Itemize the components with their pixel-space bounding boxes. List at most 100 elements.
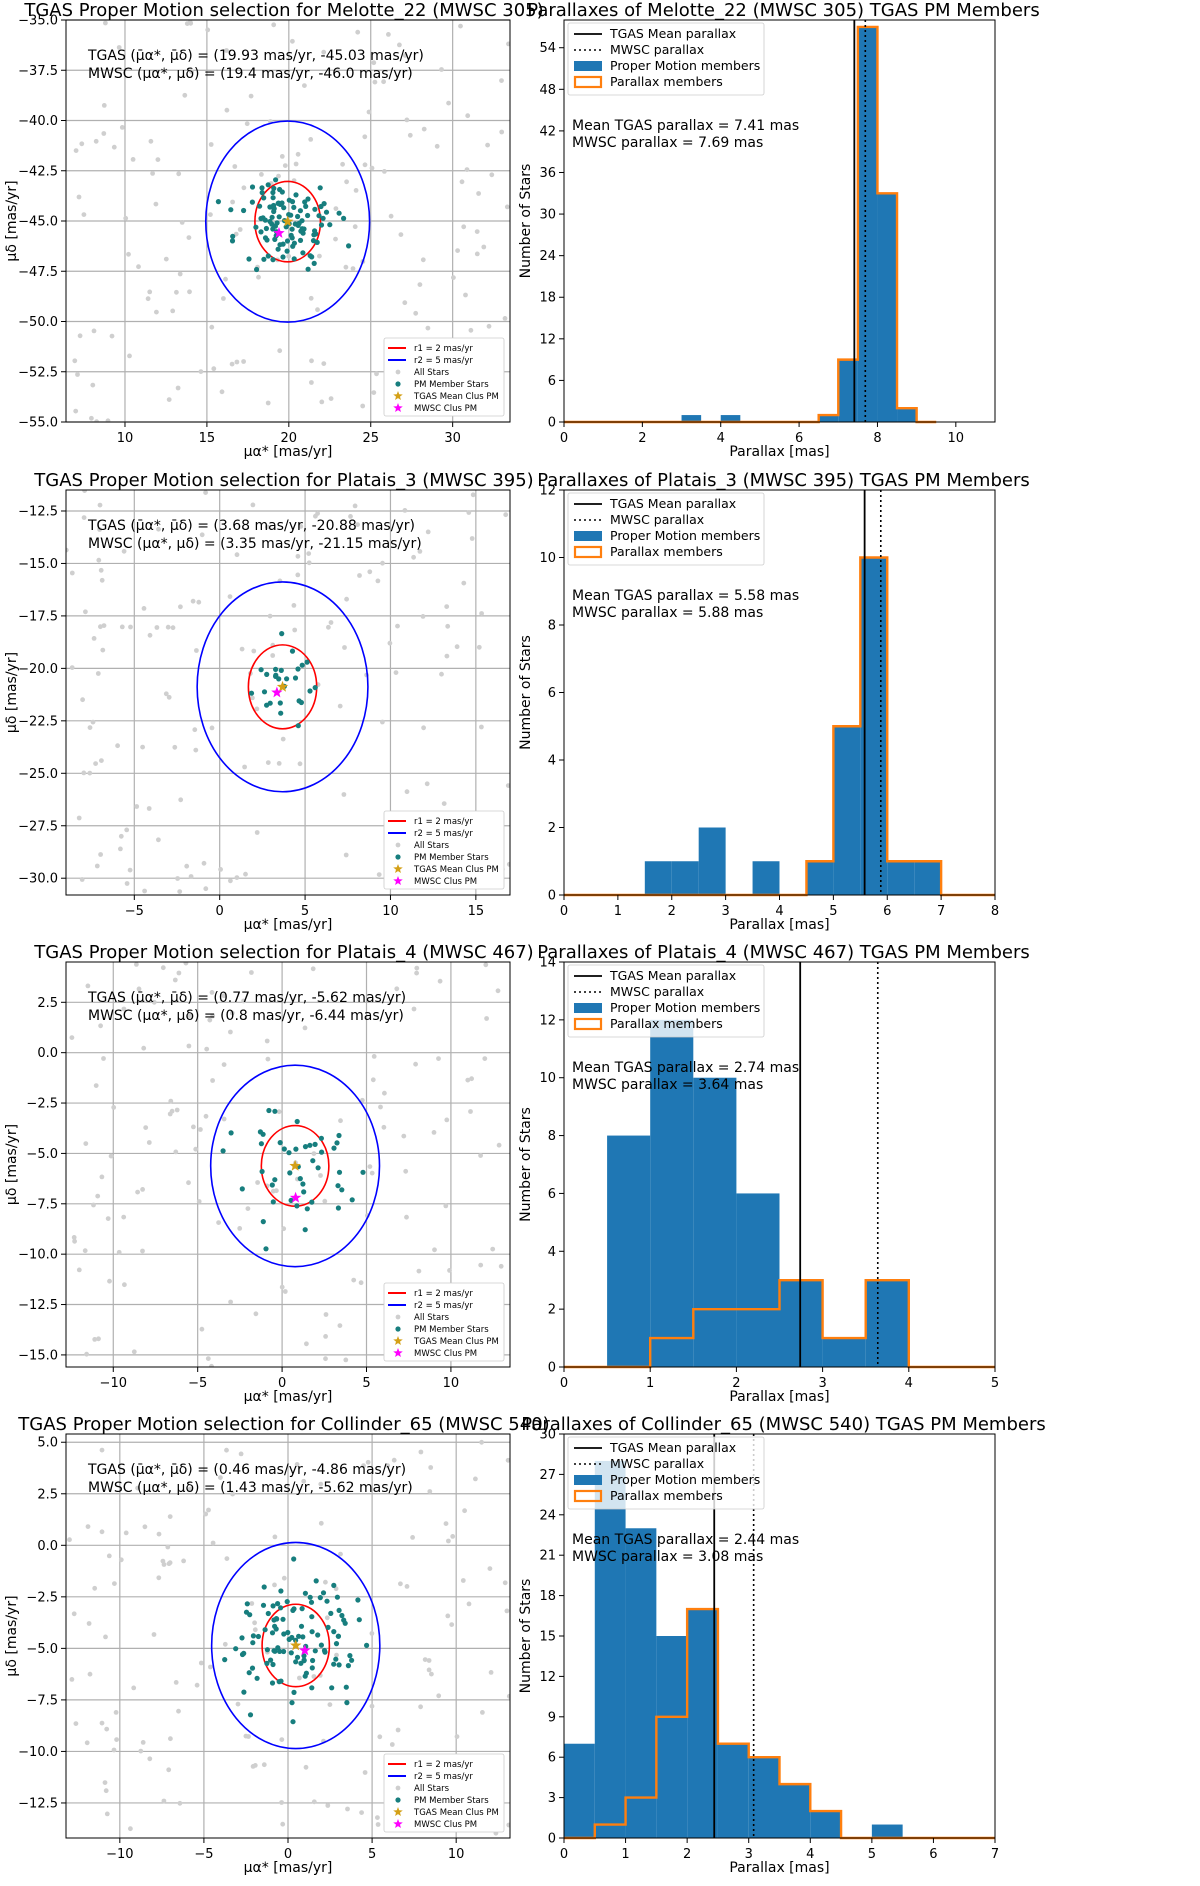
field-star-point: [367, 569, 373, 575]
field-star-point: [369, 165, 375, 171]
legend-label: All Stars: [414, 1784, 450, 1794]
pm-member-point: [309, 1665, 315, 1671]
field-star-point: [112, 1581, 117, 1586]
field-star-point: [206, 1507, 211, 1513]
field-star-point: [151, 999, 157, 1005]
pm-member-point: [300, 250, 306, 256]
legend: r1 = 2 mas/yr r2 = 5 mas/yr All Stars PM Me…: [383, 337, 505, 417]
y-tick-label: 8: [548, 619, 556, 634]
legend-label: Proper Motion members: [610, 1000, 760, 1015]
field-star-point: [146, 806, 152, 811]
field-star-point: [130, 157, 136, 162]
pm-member-point: [249, 1665, 256, 1671]
x-tick-label: 4: [717, 431, 725, 446]
legend-plx-swatch: [573, 1489, 603, 1503]
field-star-point: [193, 747, 199, 753]
legend-member-swatch: [395, 1797, 401, 1803]
field-star-point: [402, 300, 408, 306]
field-star-point: [410, 1535, 415, 1540]
field-star-point: [223, 276, 228, 282]
field-star-point: [481, 244, 487, 250]
field-star-point: [73, 408, 79, 414]
y-tick-label: 30: [539, 1428, 556, 1443]
pm-member-point: [320, 1590, 327, 1596]
y-tick-label: −20.0: [18, 662, 58, 677]
field-star-point: [148, 138, 154, 144]
field-star-point: [113, 1710, 119, 1715]
field-star-point: [79, 877, 85, 882]
pm-member-point: [291, 204, 297, 210]
y-tick-label: −15.0: [18, 557, 58, 572]
field-star-point: [463, 292, 468, 298]
field-star-point: [121, 1006, 127, 1012]
field-star-point: [411, 554, 416, 560]
pm-member-point: [347, 1653, 353, 1659]
pm-member-point: [249, 184, 256, 190]
field-star-point: [116, 1249, 122, 1255]
field-star-point: [374, 371, 379, 377]
legend-field-swatch: [395, 842, 401, 848]
field-star-point: [420, 614, 426, 619]
mean-parallax-annotation: Mean TGAS parallax = 5.58 mas: [572, 588, 799, 604]
field-star-point: [151, 1632, 157, 1637]
field-star-point: [140, 744, 146, 750]
pm-member-bar: [806, 861, 834, 895]
legend-label: r1 = 2 mas/yr: [414, 344, 473, 354]
field-star-point: [136, 264, 141, 270]
field-star-point: [265, 760, 271, 765]
field-star-point: [232, 164, 238, 169]
pm-member-point: [335, 1633, 341, 1639]
pm-member-point: [299, 1606, 305, 1612]
legend-label: r2 = 5 mas/yr: [414, 829, 473, 839]
field-star-point: [366, 109, 372, 115]
pm-member-point: [356, 1617, 362, 1623]
field-star-point: [348, 514, 353, 519]
pm-member-point: [289, 1700, 295, 1706]
field-star-point: [502, 316, 508, 321]
pm-member-point: [291, 256, 297, 262]
field-star-point: [282, 163, 288, 169]
legend-label: Proper Motion members: [610, 528, 760, 543]
field-star-point: [96, 1336, 101, 1342]
y-tick-label: −25.0: [18, 767, 58, 782]
pm-member-point: [269, 1680, 276, 1686]
field-star-point: [209, 1363, 214, 1367]
field-star-point: [187, 1013, 193, 1019]
pm-member-point: [254, 266, 260, 273]
y-tick-label: 0.0: [37, 1539, 58, 1554]
pm-member-point: [294, 1203, 300, 1209]
pm-member-point: [334, 1594, 340, 1600]
legend-tgas-swatch: [393, 1807, 403, 1817]
mean-parallax-annotation: Mean TGAS parallax = 7.41 mas: [572, 118, 799, 134]
field-star-point: [252, 1627, 258, 1633]
pm-member-point: [246, 1670, 252, 1676]
x-tick-label: 8: [873, 431, 881, 446]
pm-member-point: [230, 233, 236, 239]
pm-member-bar: [752, 861, 780, 895]
field-star-point: [224, 107, 230, 113]
field-star-point: [333, 206, 339, 212]
field-star-point: [183, 962, 189, 966]
field-star-point: [154, 309, 159, 315]
field-star-point: [199, 1326, 205, 1332]
field-star-point: [76, 1267, 82, 1273]
x-tick-label: −10: [100, 1376, 127, 1391]
field-star-point: [177, 889, 183, 894]
panel-title: TGAS Proper Motion selection for Platais…: [33, 942, 533, 963]
y-tick-label: −37.5: [18, 64, 58, 79]
field-star-point: [318, 1520, 324, 1526]
field-star-point: [147, 1756, 153, 1762]
field-star-point: [293, 161, 299, 167]
pm-member-point: [267, 700, 273, 706]
field-star-point: [487, 1566, 493, 1571]
y-tick-label: −5.0: [26, 1147, 58, 1162]
pm-member-point: [291, 1606, 297, 1612]
pm-member-point: [287, 1170, 293, 1176]
pm-member-point: [258, 1141, 264, 1147]
field-star-point: [177, 271, 183, 277]
field-star-point: [461, 580, 467, 586]
field-star-point: [381, 79, 386, 85]
pm-member-point: [241, 207, 247, 214]
field-star-point: [77, 333, 83, 339]
